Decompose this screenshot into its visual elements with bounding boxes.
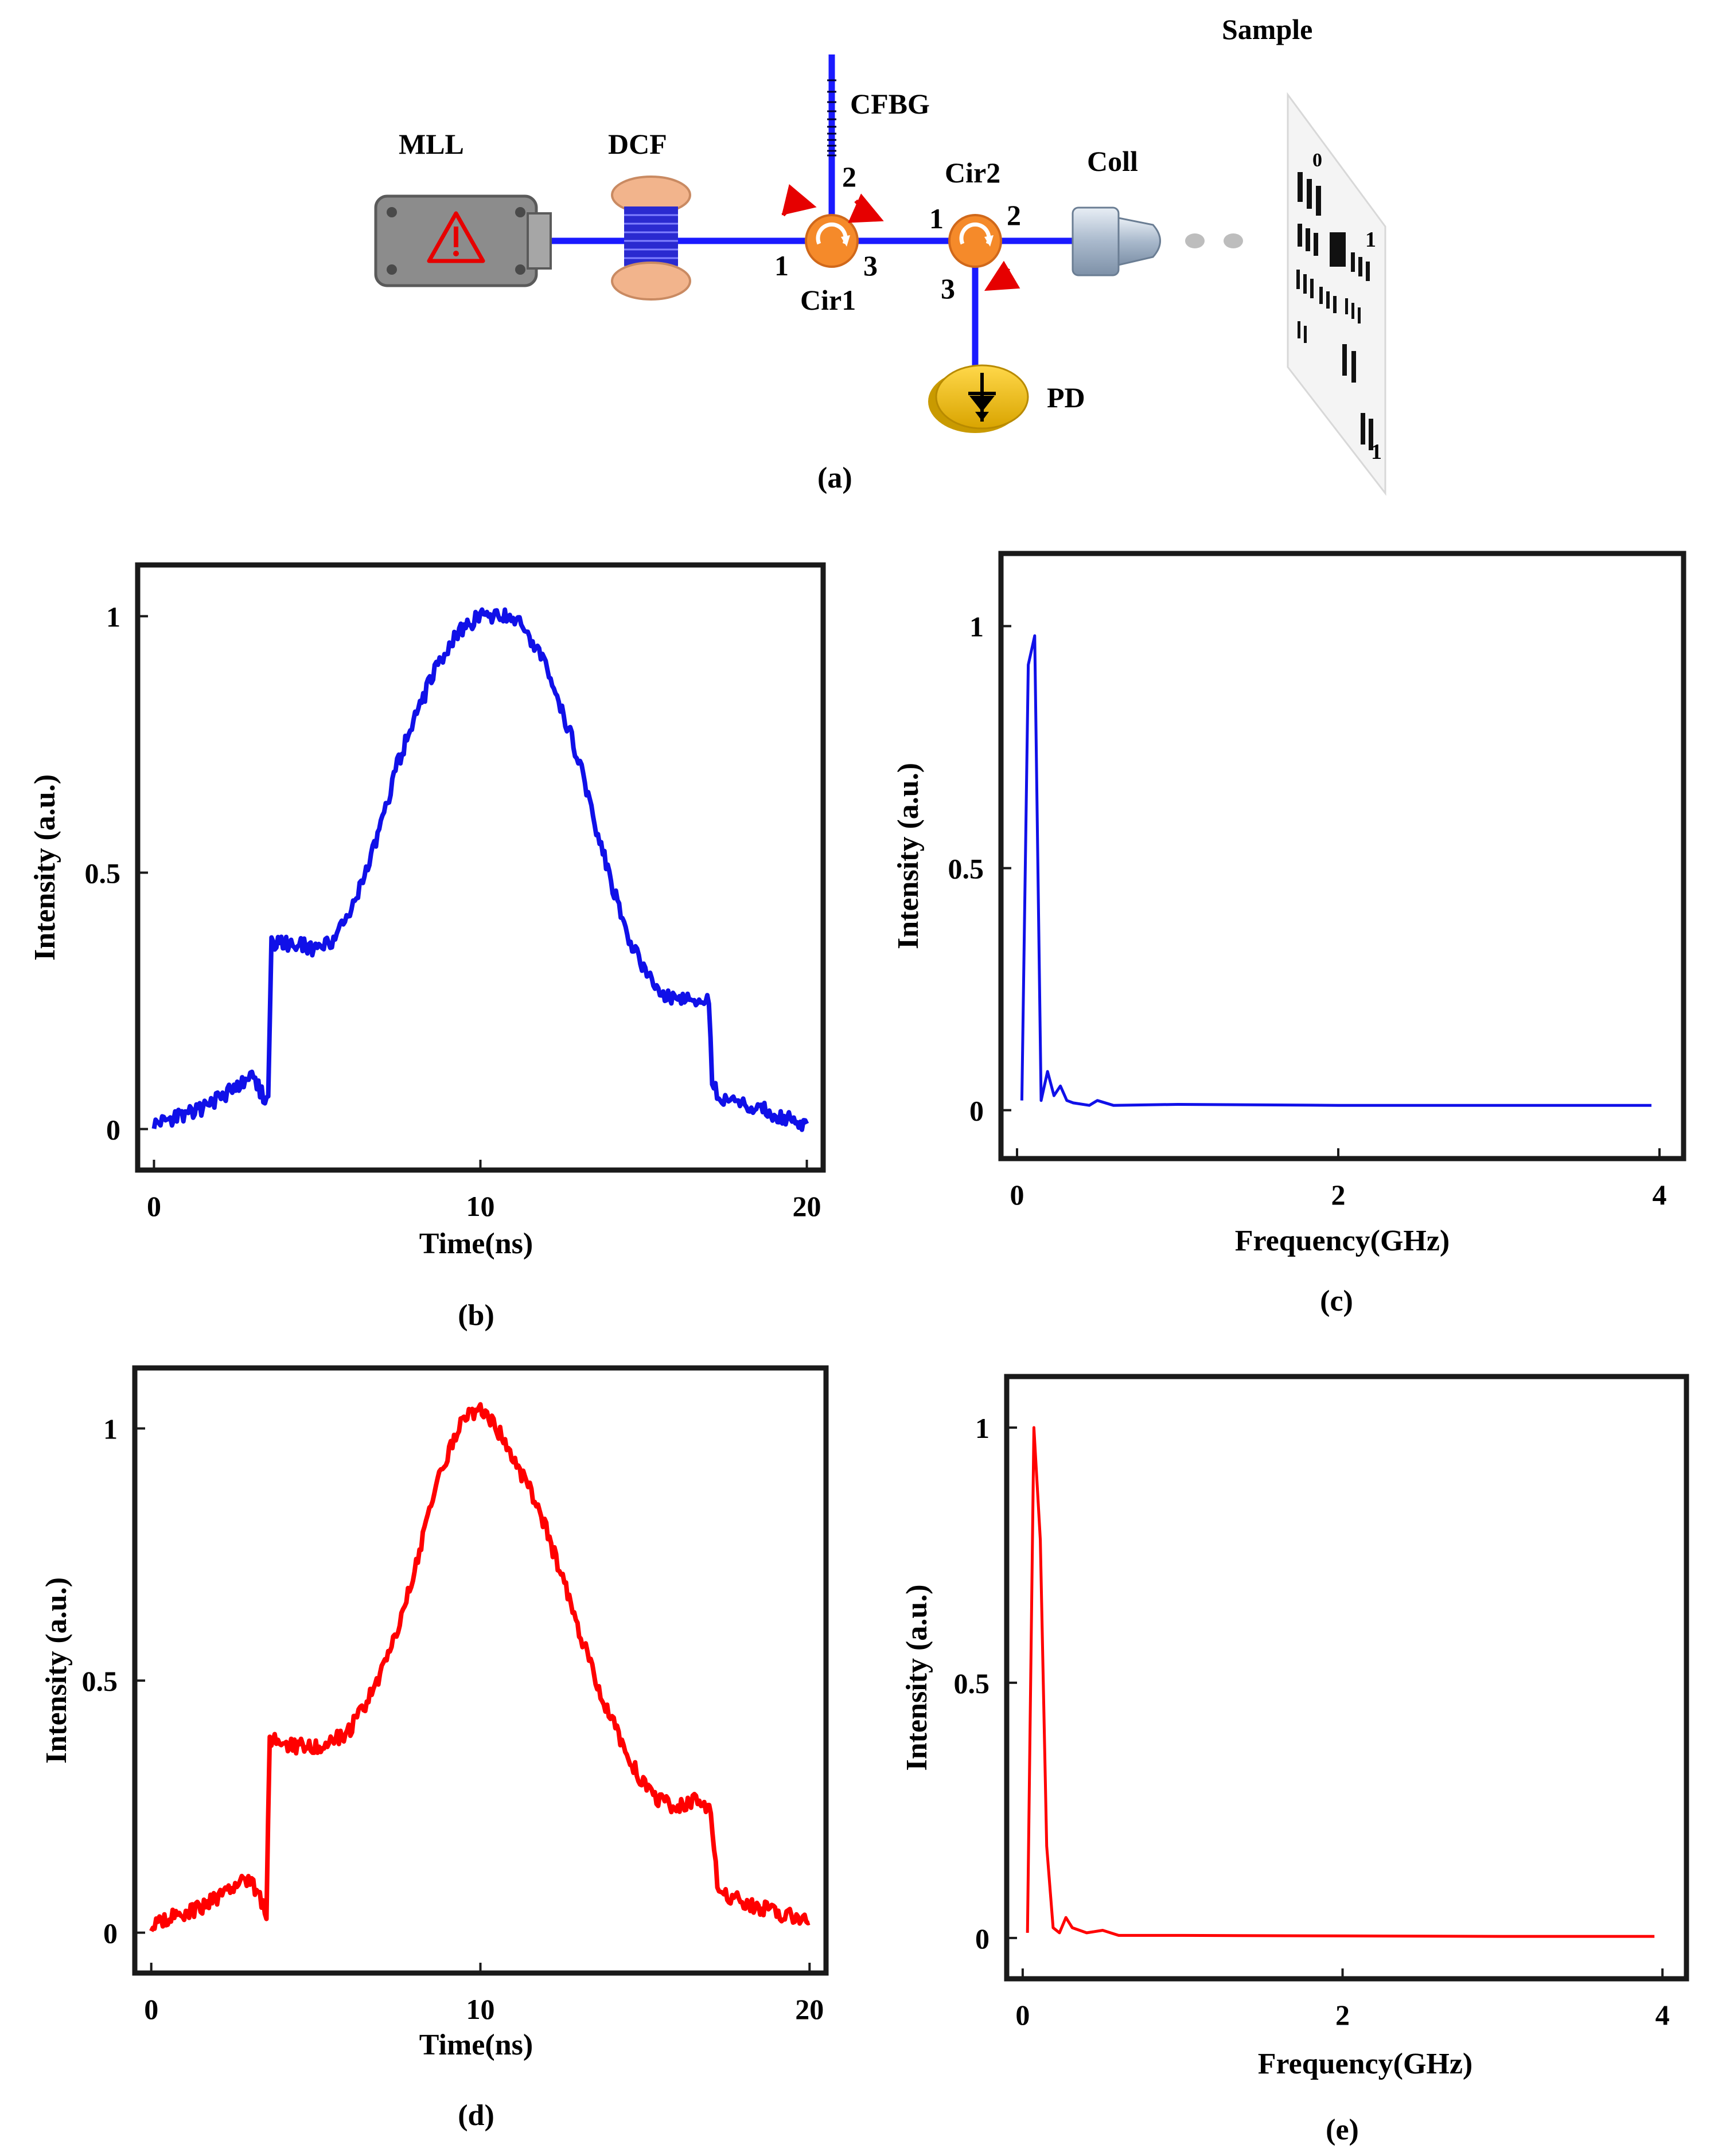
y-tick-label-e-2: 1 [975, 1412, 989, 1444]
cir2-port-3: 3 [941, 272, 955, 305]
x-axis-label-e: Frequency(GHz) [1258, 2048, 1473, 2080]
y-tick-label-d-0: 0 [103, 1917, 118, 1950]
y-tick-label-b-1: 0.5 [85, 857, 121, 889]
x-tick-label-b-2: 20 [793, 1190, 821, 1222]
target-digit-1: 1 [1365, 228, 1376, 252]
caption-a: (a) [817, 462, 852, 494]
x-tick-label-c-1: 2 [1331, 1179, 1346, 1211]
caption-e: (e) [1326, 2114, 1359, 2146]
cir1-port-2: 2 [842, 161, 856, 193]
flow-arrows [781, 184, 1020, 291]
y-axis-label-b: Intensity (a.u.) [29, 774, 61, 961]
plot-frame-c [998, 551, 1686, 1161]
x-tick-label-e-2: 4 [1655, 1999, 1670, 2031]
cir1-port-1: 1 [774, 249, 789, 282]
caption-b: (b) [458, 1299, 494, 1332]
circulator-2 [948, 214, 1002, 268]
setup-diagram: 0 1 1 MLL DCF CFBG Cir1 Cir2 Coll Sample… [374, 13, 1386, 496]
circulator-1 [805, 214, 859, 268]
y-tick-label-d-1: 0.5 [82, 1665, 118, 1697]
series-line-e [1026, 1426, 1655, 1938]
cfbg-label: CFBG [850, 88, 930, 120]
dcf-label: DCF [608, 128, 667, 160]
coll-label: Coll [1087, 145, 1138, 177]
cir2-port-1: 1 [929, 202, 944, 235]
collimator [1072, 206, 1161, 276]
series-line-b [151, 607, 809, 1132]
y-tick-label-c-1: 0.5 [948, 853, 984, 885]
y-tick-label-e-0: 0 [975, 1923, 989, 1955]
cir1-port-3: 3 [863, 249, 878, 282]
x-tick-label-d-1: 10 [466, 1993, 495, 2025]
fiber-lines [539, 54, 1090, 367]
sample-label: Sample [1222, 13, 1312, 45]
plot-frame-e [1004, 1374, 1689, 1982]
x-tick-label-d-0: 0 [144, 1993, 158, 2025]
pd-label: PD [1047, 381, 1085, 414]
sample-target: 0 1 1 [1287, 92, 1386, 496]
photodiode-icon [968, 373, 996, 422]
series-line-d [149, 1402, 811, 1932]
laser-warning-icon [427, 211, 485, 263]
cir2-label: Cir2 [945, 157, 1000, 189]
y-axis-label-d: Intensity (a.u.) [40, 1577, 73, 1764]
target-digit-2: 1 [1371, 440, 1382, 464]
y-tick-label-b-0: 0 [106, 1113, 120, 1145]
x-tick-label-b-0: 0 [147, 1190, 161, 1222]
series-line-c [1020, 634, 1651, 1107]
photodiode [928, 364, 1029, 433]
x-tick-label-c-0: 0 [1010, 1179, 1024, 1211]
y-tick-label-e-1: 0.5 [954, 1667, 990, 1699]
y-axis-label-e: Intensity (a.u.) [901, 1584, 933, 1771]
beam-dots [1185, 233, 1243, 248]
caption-d: (d) [458, 2099, 494, 2132]
cfbg-grating [827, 79, 836, 157]
y-tick-label-c-2: 1 [969, 611, 984, 643]
x-tick-label-b-1: 10 [466, 1190, 495, 1222]
x-axis-label-d: Time(ns) [419, 2029, 533, 2061]
chart-b: 0 10 20 0 0.5 1 Time(ns) Intensity (a.u.) (b) [29, 562, 826, 1332]
caption-c: (c) [1320, 1285, 1353, 1317]
x-tick-label-e-1: 2 [1335, 1999, 1350, 2031]
x-tick-label-e-0: 0 [1015, 1999, 1030, 2031]
y-tick-label-d-2: 1 [103, 1413, 118, 1445]
y-tick-label-c-0: 0 [969, 1095, 984, 1127]
target-digit-0: 0 [1312, 150, 1322, 171]
y-axis-label-c: Intensity (a.u.) [892, 763, 925, 949]
x-axis-label-b: Time(ns) [419, 1227, 533, 1260]
x-tick-label-d-2: 20 [795, 1993, 824, 2025]
cir2-port-2: 2 [1007, 199, 1021, 231]
mll-label: MLL [399, 128, 464, 160]
dcf-spool [611, 176, 691, 301]
chart-c: 0 2 4 0 0.5 1 Frequency(GHz) Intensity (a.u.) (c… [892, 551, 1686, 1317]
chart-e: 0 2 4 0 0.5 1 Frequency(GHz) Intensity (a.u.) (e… [901, 1374, 1689, 2146]
cir1-label: Cir1 [800, 284, 856, 316]
mll-laser [374, 194, 552, 287]
y-tick-label-b-2: 1 [106, 601, 120, 633]
chart-d: 0 10 20 0 0.5 1 Time(ns) Intensity (a.u.) (d) [40, 1365, 829, 2132]
x-tick-label-c-2: 4 [1653, 1179, 1667, 1211]
x-axis-label-c: Frequency(GHz) [1235, 1225, 1450, 1257]
